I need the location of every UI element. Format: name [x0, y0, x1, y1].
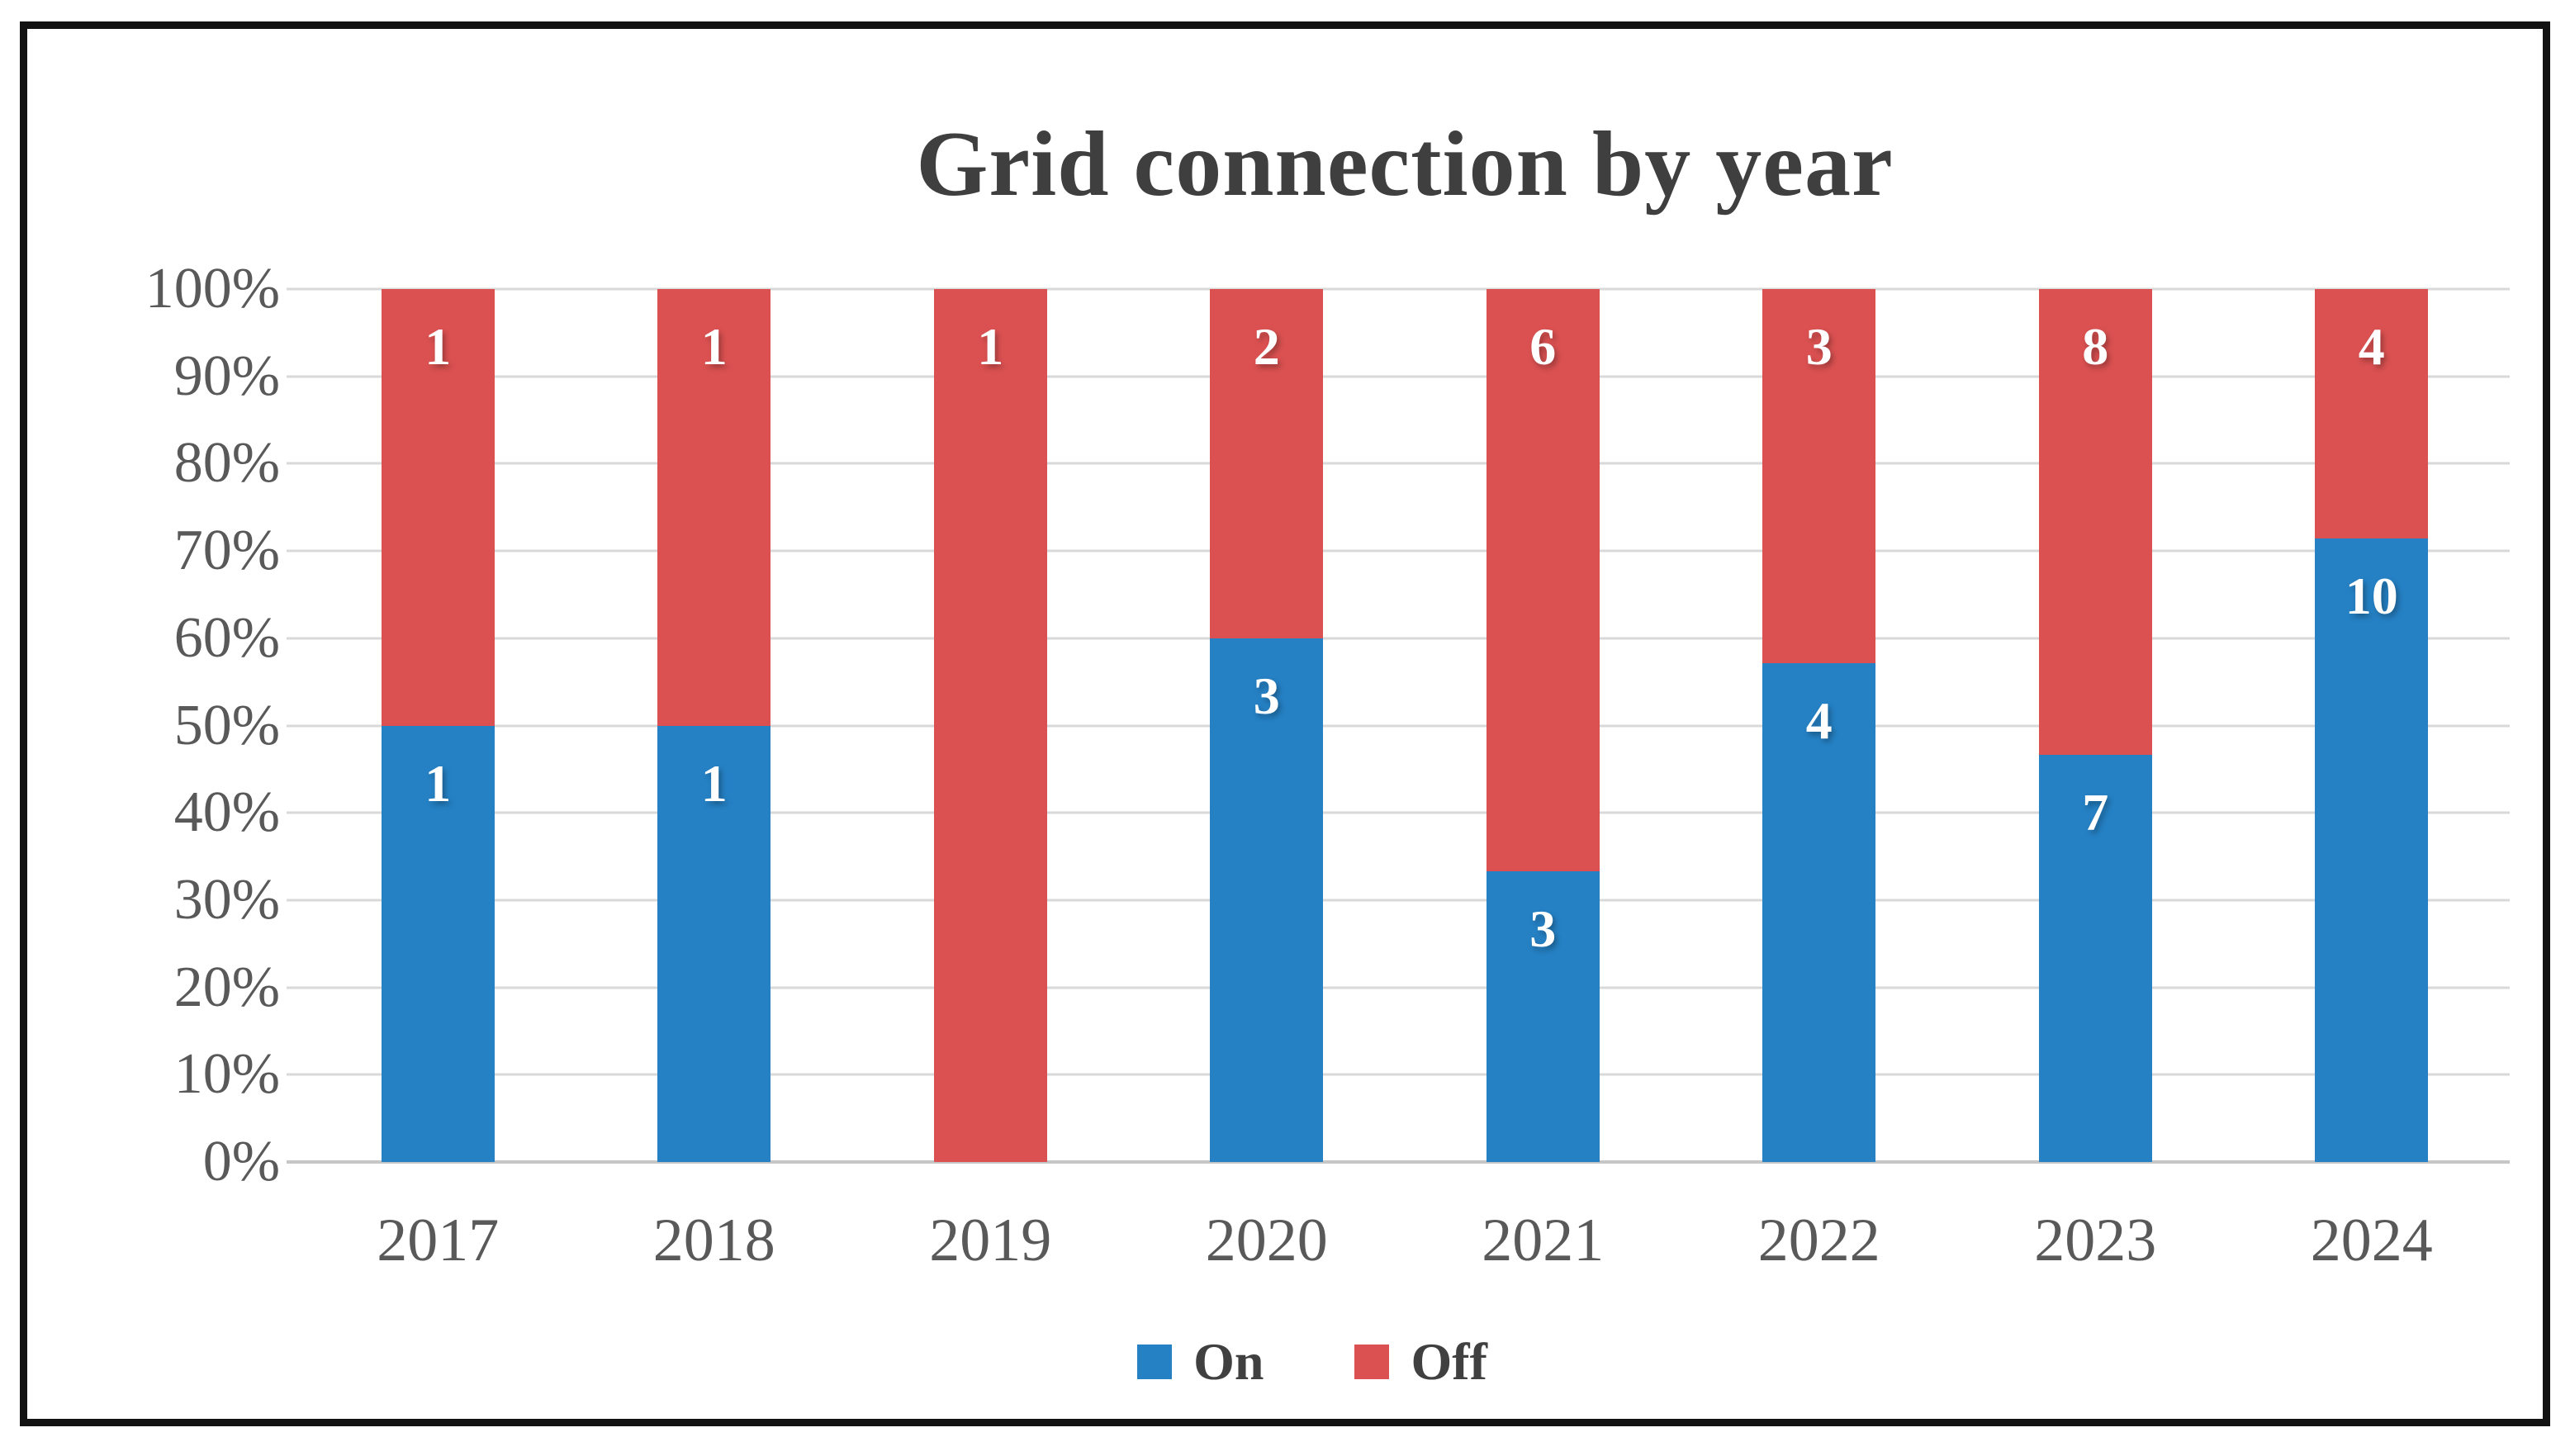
legend-label-on: On	[1193, 1332, 1264, 1391]
x-tick-label-2022: 2022	[1757, 1207, 1880, 1274]
bar-slot: 4 10	[2234, 289, 2511, 1162]
data-label-on: 10	[2345, 566, 2398, 625]
gridline	[287, 462, 2510, 465]
data-label-off: 1	[700, 317, 728, 376]
bar-2024: 4 10	[2315, 289, 2429, 1162]
segment-on: 4	[1762, 662, 1876, 1162]
segment-on: 10	[2315, 538, 2429, 1162]
y-axis: 100% 90% 80% 70% 60% 50% 40% 30% 20% 10% 0%	[60, 260, 280, 1191]
segment-off: 1	[657, 289, 771, 726]
gridline	[287, 1073, 2510, 1076]
segment-off: 2	[1210, 289, 1324, 638]
gridlines	[287, 287, 2510, 1164]
gridline	[287, 637, 2510, 640]
plot-area: 1 1 1 1 1 2 3 6 3 3 4 8 7 4 10	[287, 287, 2510, 1164]
x-tick-label-2023: 2023	[2034, 1207, 2157, 1274]
segment-off: 1	[933, 289, 1047, 1162]
bar-slots: 1 1 1 1 1 2 3 6 3 3 4 8 7 4 10	[300, 289, 2510, 1162]
data-label-on: 1	[424, 753, 452, 813]
segment-off: 4	[2315, 289, 2429, 538]
x-tick-label-2024: 2024	[2310, 1207, 2433, 1274]
gridline	[287, 375, 2510, 378]
data-label-off: 2	[1253, 317, 1280, 376]
y-tick-label: 0%	[202, 1130, 280, 1193]
segment-on: 7	[2038, 754, 2152, 1162]
data-label-off: 6	[1529, 317, 1557, 376]
y-tick-label: 30%	[173, 867, 280, 932]
segment-on: 3	[1486, 870, 1600, 1162]
segment-on: 3	[1210, 638, 1324, 1162]
segment-on: 1	[381, 725, 495, 1162]
legend-item-on: On	[1137, 1331, 1264, 1392]
bar-slot: 1	[852, 289, 1129, 1162]
x-tick-label-2019: 2019	[929, 1207, 1052, 1274]
legend-item-off: Off	[1354, 1331, 1487, 1392]
chart-frame: Grid connection by year 100% 90% 80% 70% 60%…	[20, 21, 2550, 1426]
y-tick-label: 90%	[173, 344, 280, 408]
data-label-on: 1	[700, 753, 728, 813]
segment-off: 8	[2038, 289, 2152, 755]
x-tick-label-2020: 2020	[1205, 1207, 1328, 1274]
segment-on: 1	[657, 725, 771, 1162]
y-tick-label: 60%	[173, 605, 280, 670]
chart-title: Grid connection by year	[916, 113, 1894, 216]
data-label-on: 4	[1805, 690, 1833, 750]
x-tick-label-2018: 2018	[652, 1207, 775, 1274]
gridline	[287, 986, 2510, 989]
x-axis-labels: 2017 2018 2019 2020 2021 2022 2023 2024	[300, 1206, 2510, 1276]
gridline	[287, 724, 2510, 727]
data-label-off: 4	[2358, 317, 2385, 376]
y-tick-label: 40%	[173, 780, 280, 845]
legend-swatch-on-icon	[1137, 1345, 1173, 1379]
legend-swatch-off-icon	[1354, 1345, 1390, 1379]
y-tick-label: 10%	[173, 1042, 280, 1107]
legend-label-off: Off	[1411, 1332, 1487, 1391]
segment-off: 1	[381, 289, 495, 726]
segment-off: 3	[1762, 289, 1876, 663]
gridline	[287, 287, 2510, 291]
bar-2019: 1	[933, 289, 1047, 1162]
data-label-off: 3	[1805, 317, 1833, 376]
y-tick-label: 20%	[173, 955, 280, 1019]
x-tick-label-2017: 2017	[377, 1207, 500, 1274]
data-label-off: 1	[977, 317, 1004, 376]
data-label-off: 8	[2082, 317, 2109, 376]
gridline	[287, 811, 2510, 814]
gridline	[287, 899, 2510, 902]
x-tick-label-2021: 2021	[1482, 1207, 1605, 1274]
segment-off: 6	[1486, 289, 1600, 871]
gridline	[287, 549, 2510, 553]
y-tick-label: 50%	[173, 693, 280, 757]
data-label-off: 1	[424, 317, 452, 376]
y-tick-label: 70%	[173, 519, 280, 583]
data-label-on: 3	[1253, 666, 1280, 725]
data-label-on: 3	[1529, 899, 1557, 958]
data-label-on: 7	[2082, 782, 2109, 842]
y-tick-label: 100%	[145, 257, 280, 320]
x-axis-line	[287, 1160, 2510, 1164]
legend: On Off	[27, 1331, 2570, 1392]
y-tick-label: 80%	[173, 431, 280, 496]
